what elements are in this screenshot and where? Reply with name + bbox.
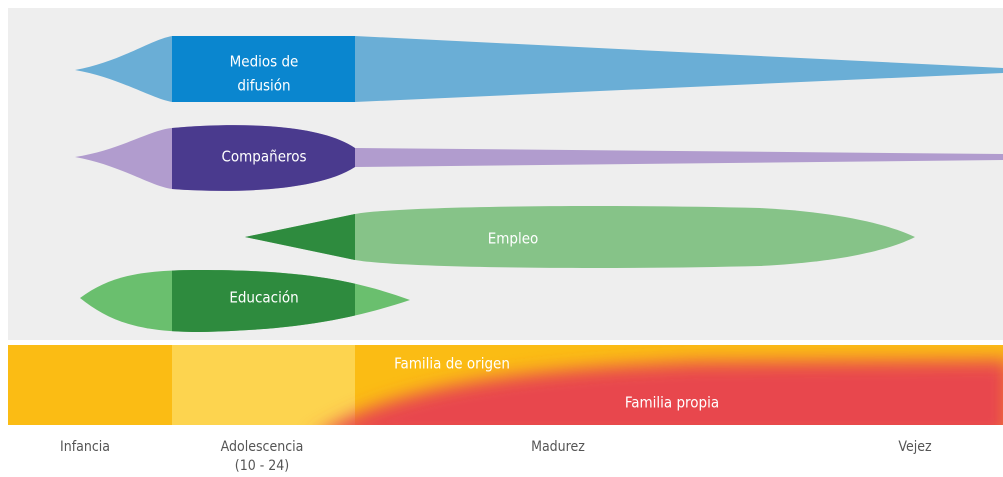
medios-shape [75,36,1003,102]
stage-label: Vejez [898,439,932,455]
family-band [8,345,1003,425]
band-label: Empleo [488,230,539,248]
family-label: Familia propia [625,394,719,412]
empleo-shape [245,206,915,268]
stage-label: Infancia [60,439,110,455]
band-label: Educación [229,289,298,307]
stage-label: Adolescencia [221,439,304,455]
stage-sub: (10 - 24) [235,458,289,474]
educacion-shape [80,270,410,332]
band-label: difusión [237,77,290,95]
band-label: Medios de [230,53,299,71]
band-label: Compañeros [221,148,306,166]
companeros-shape [75,125,1003,191]
family-label: Familia de origen [394,355,510,373]
stage-label: Madurez [531,439,585,455]
